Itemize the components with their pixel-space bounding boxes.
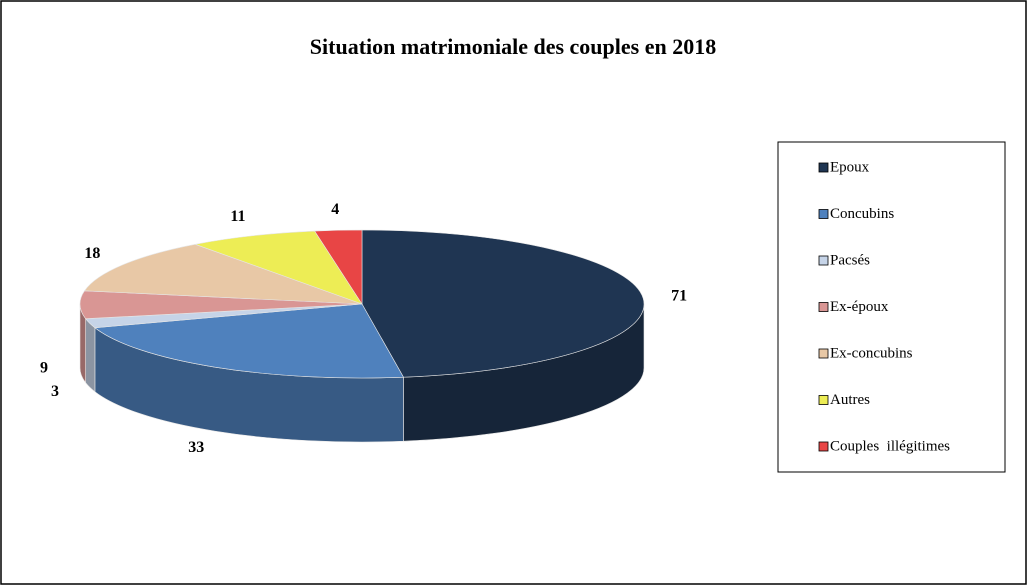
legend-swatch xyxy=(818,162,829,173)
slice xyxy=(83,244,363,305)
legend-swatch xyxy=(818,255,829,266)
legend-swatch xyxy=(818,395,829,405)
slice xyxy=(194,230,363,305)
data-label: 3 xyxy=(51,383,59,400)
data-label: 33 xyxy=(188,439,204,456)
legend-label: Ex-concubins xyxy=(830,345,913,361)
legend-box xyxy=(777,141,1006,473)
legend-label: Pacsés xyxy=(830,252,870,268)
legend-swatch xyxy=(818,441,829,452)
legend-label: Autres xyxy=(830,392,870,408)
data-label: 11 xyxy=(230,208,245,225)
legend-label: Epoux xyxy=(830,159,870,175)
slice xyxy=(314,229,363,306)
data-label: 18 xyxy=(84,245,100,262)
legend-swatch xyxy=(818,348,829,359)
legend-label: Concubins xyxy=(830,206,894,222)
data-label: 4 xyxy=(331,201,339,218)
data-label: 71 xyxy=(671,288,687,305)
legend-swatch xyxy=(818,302,829,312)
slice-side xyxy=(85,317,96,393)
slice xyxy=(361,229,645,378)
data-label: 9 xyxy=(40,360,48,377)
legend-label: Ex-époux xyxy=(830,299,889,315)
slice xyxy=(94,303,404,379)
chart-title: Situation matrimoniale des couples en 20… xyxy=(310,34,716,59)
legend-swatch xyxy=(818,209,829,219)
legend-label: Couples illégitimes xyxy=(830,438,950,454)
